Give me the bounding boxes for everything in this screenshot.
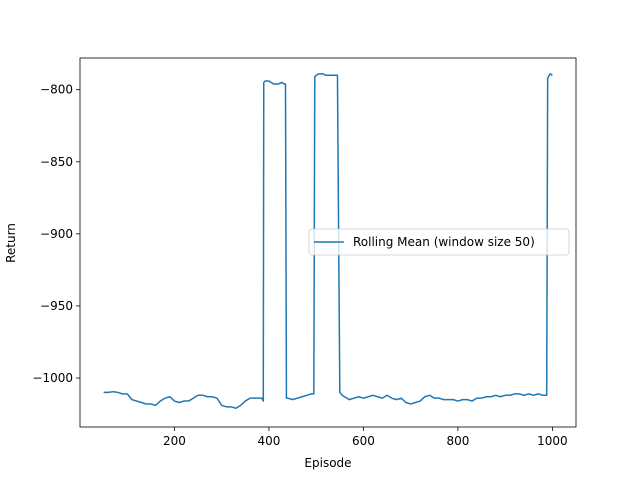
x-tick-label: 200	[163, 434, 186, 448]
y-tick-label: −850	[40, 155, 73, 169]
legend-box	[308, 228, 570, 256]
y-tick-label: −900	[40, 227, 73, 241]
legend: Rolling Mean (window size 50)	[308, 228, 570, 256]
y-tick-label: −950	[40, 299, 73, 313]
x-tick-label: 800	[446, 434, 469, 448]
x-axis-ticks: 200 400 600 800 1000	[163, 427, 568, 448]
series-line-rolling-mean	[103, 73, 553, 410]
legend-label: Rolling Mean (window size 50)	[353, 235, 535, 249]
series-layer	[103, 73, 553, 410]
x-axis-label: Episode	[304, 456, 351, 470]
y-axis-label: Return	[4, 223, 18, 263]
x-tick-label: 400	[257, 434, 280, 448]
y-tick-label: −800	[40, 83, 73, 97]
plot-frame	[79, 57, 577, 428]
x-tick-label: 1000	[537, 434, 568, 448]
y-tick-label: −1000	[32, 371, 73, 385]
y-axis-ticks: −800 −850 −900 −950 −1000	[32, 83, 80, 385]
x-tick-label: 600	[352, 434, 375, 448]
